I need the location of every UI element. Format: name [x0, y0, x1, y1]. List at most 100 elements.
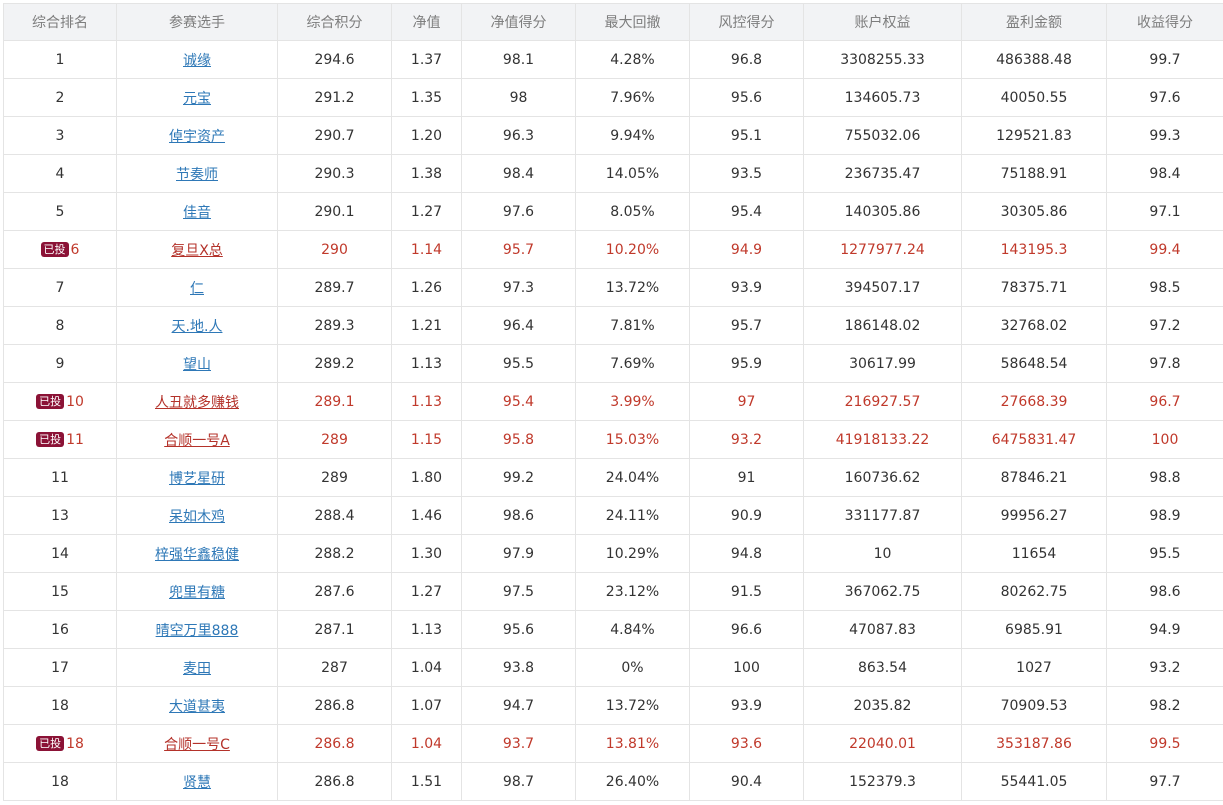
- player-name-link[interactable]: 呆如木鸡: [169, 508, 225, 525]
- return-score-cell: 98.4: [1106, 154, 1223, 193]
- player-name-link[interactable]: 合顺一号A: [164, 432, 230, 449]
- col-header-nav[interactable]: 净值: [391, 3, 462, 41]
- return-score-cell: 99.7: [1106, 40, 1223, 79]
- col-header-profit[interactable]: 盈利金额: [961, 3, 1107, 41]
- nav-cell: 1.27: [391, 572, 462, 611]
- return-score-cell: 98.6: [1106, 572, 1223, 611]
- col-header-rank[interactable]: 综合排名: [3, 3, 117, 41]
- rank-cell: 11: [3, 458, 117, 497]
- total-score-cell: 289.1: [277, 382, 392, 421]
- nav-cell: 1.14: [391, 230, 462, 269]
- player-name-link[interactable]: 倬宇资产: [169, 128, 225, 145]
- player-name-link[interactable]: 复旦X总: [171, 242, 223, 259]
- player-name-link[interactable]: 人丑就多赚钱: [155, 394, 239, 411]
- rank-cell: 18: [3, 762, 117, 801]
- risk-score-cell: 90.9: [689, 496, 804, 535]
- player-cell: 合顺一号A: [116, 420, 278, 459]
- rank-value: 18: [51, 773, 69, 790]
- table-row: 11 博艺星研 289 1.80 99.2 24.04% 91 160736.62 87846.…: [3, 458, 1223, 497]
- equity-cell: 236735.47: [803, 154, 962, 193]
- player-name-link[interactable]: 佳音: [183, 204, 211, 221]
- rank-cell: 7: [3, 268, 117, 307]
- nav-cell: 1.13: [391, 610, 462, 649]
- player-name-link[interactable]: 望山: [183, 356, 211, 373]
- col-header-player[interactable]: 参赛选手: [116, 3, 278, 41]
- total-score-cell: 286.8: [277, 724, 392, 763]
- nav-score-cell: 97.5: [461, 572, 576, 611]
- col-header-max-drawdown[interactable]: 最大回撤: [575, 3, 690, 41]
- table-row: 9 望山 289.2 1.13 95.5 7.69% 95.9 30617.99 58648.5…: [3, 344, 1223, 383]
- player-cell: 仁: [116, 268, 278, 307]
- equity-cell: 41918133.22: [803, 420, 962, 459]
- risk-score-cell: 95.1: [689, 116, 804, 155]
- nav-score-cell: 98.7: [461, 762, 576, 801]
- return-score-cell: 97.1: [1106, 192, 1223, 231]
- player-name-link[interactable]: 元宝: [183, 90, 211, 107]
- rank-cell: 14: [3, 534, 117, 573]
- total-score-cell: 290.1: [277, 192, 392, 231]
- table-row: 已投 10 人丑就多赚钱 289.1 1.13 95.4 3.99% 97 216927.57 2…: [3, 382, 1223, 421]
- col-header-equity[interactable]: 账户权益: [803, 3, 962, 41]
- profit-cell: 30305.86: [961, 192, 1107, 231]
- return-score-cell: 95.5: [1106, 534, 1223, 573]
- risk-score-cell: 93.9: [689, 686, 804, 725]
- player-name-link[interactable]: 晴空万里888: [155, 622, 239, 639]
- total-score-cell: 287.6: [277, 572, 392, 611]
- profit-cell: 6985.91: [961, 610, 1107, 649]
- max-drawdown-cell: 26.40%: [575, 762, 690, 801]
- player-name-link[interactable]: 梓强华鑫稳健: [155, 546, 239, 563]
- player-name-link[interactable]: 仁: [190, 280, 204, 297]
- col-header-nav-score[interactable]: 净值得分: [461, 3, 576, 41]
- return-score-cell: 99.3: [1106, 116, 1223, 155]
- player-name-link[interactable]: 诚缘: [183, 52, 211, 69]
- profit-cell: 75188.91: [961, 154, 1107, 193]
- nav-cell: 1.37: [391, 40, 462, 79]
- table-row: 4 节奏师 290.3 1.38 98.4 14.05% 93.5 236735.47 7518…: [3, 154, 1223, 193]
- risk-score-cell: 94.8: [689, 534, 804, 573]
- col-header-total-score[interactable]: 综合积分: [277, 3, 392, 41]
- return-score-cell: 99.4: [1106, 230, 1223, 269]
- player-name-link[interactable]: 麦田: [183, 660, 211, 677]
- nav-score-cell: 94.7: [461, 686, 576, 725]
- nav-cell: 1.51: [391, 762, 462, 801]
- max-drawdown-cell: 7.69%: [575, 344, 690, 383]
- equity-cell: 10: [803, 534, 962, 573]
- max-drawdown-cell: 14.05%: [575, 154, 690, 193]
- player-name-link[interactable]: 合顺一号C: [164, 736, 230, 753]
- col-header-risk-score[interactable]: 风控得分: [689, 3, 804, 41]
- risk-score-cell: 100: [689, 648, 804, 687]
- table-header: 综合排名 参赛选手 综合积分 净值 净值得分 最大回撤 风控得分 账户权益 盈利…: [3, 3, 1223, 41]
- max-drawdown-cell: 9.94%: [575, 116, 690, 155]
- profit-cell: 40050.55: [961, 78, 1107, 117]
- max-drawdown-cell: 3.99%: [575, 382, 690, 421]
- return-score-cell: 93.2: [1106, 648, 1223, 687]
- risk-score-cell: 93.5: [689, 154, 804, 193]
- rank-cell: 已投 18: [3, 724, 117, 763]
- return-score-cell: 96.7: [1106, 382, 1223, 421]
- nav-score-cell: 98.1: [461, 40, 576, 79]
- player-name-link[interactable]: 贤慧: [183, 774, 211, 791]
- total-score-cell: 290: [277, 230, 392, 269]
- player-name-link[interactable]: 博艺星研: [169, 470, 225, 487]
- rank-value: 8: [55, 317, 65, 334]
- risk-score-cell: 96.8: [689, 40, 804, 79]
- max-drawdown-cell: 15.03%: [575, 420, 690, 459]
- player-name-link[interactable]: 兜里有糖: [169, 584, 225, 601]
- player-name-link[interactable]: 节奏师: [176, 166, 218, 183]
- risk-score-cell: 95.4: [689, 192, 804, 231]
- player-name-link[interactable]: 大道甚夷: [169, 698, 225, 715]
- max-drawdown-cell: 4.84%: [575, 610, 690, 649]
- max-drawdown-cell: 7.81%: [575, 306, 690, 345]
- total-score-cell: 288.2: [277, 534, 392, 573]
- table-row: 13 呆如木鸡 288.4 1.46 98.6 24.11% 90.9 331177.87 99…: [3, 496, 1223, 535]
- col-header-return-score[interactable]: 收益得分: [1106, 3, 1223, 41]
- nav-score-cell: 97.9: [461, 534, 576, 573]
- player-name-link[interactable]: 天.地.人: [171, 318, 223, 335]
- nav-score-cell: 97.3: [461, 268, 576, 307]
- max-drawdown-cell: 8.05%: [575, 192, 690, 231]
- invested-badge: 已投: [40, 241, 69, 257]
- rank-value: 18: [66, 735, 84, 752]
- nav-cell: 1.35: [391, 78, 462, 117]
- player-cell: 合顺一号C: [116, 724, 278, 763]
- return-score-cell: 94.9: [1106, 610, 1223, 649]
